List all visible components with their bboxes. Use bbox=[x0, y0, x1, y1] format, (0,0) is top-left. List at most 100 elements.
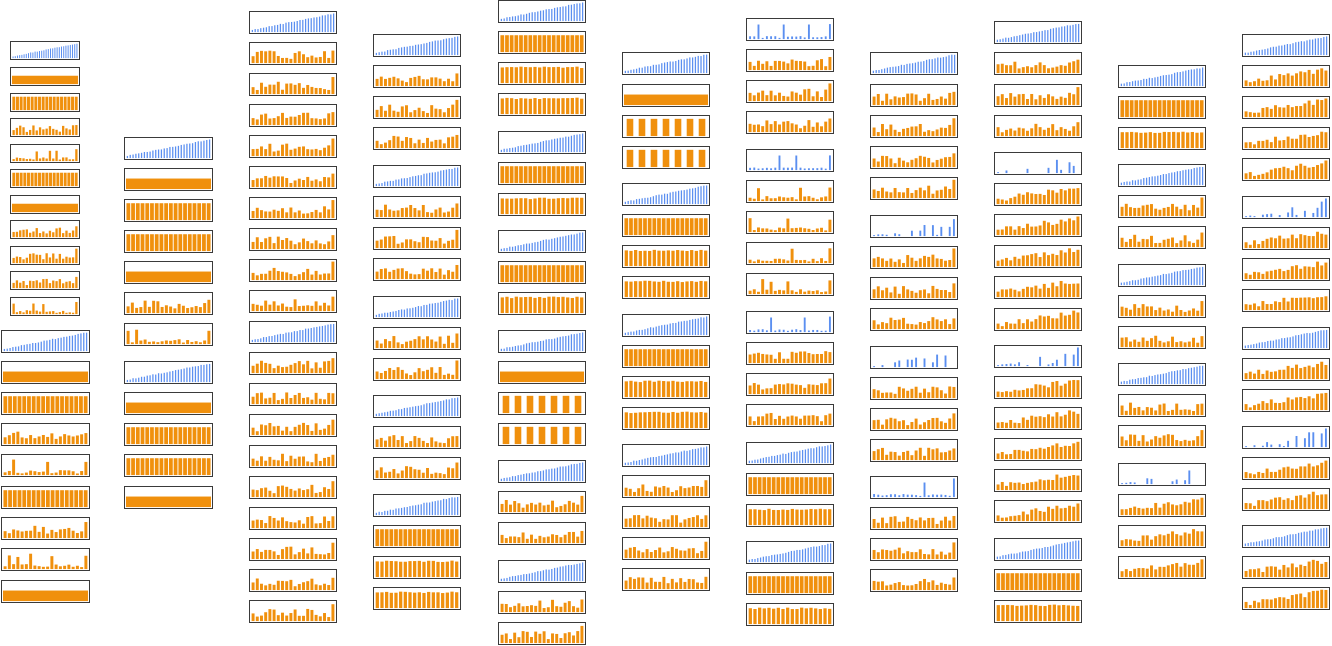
bar bbox=[1137, 279, 1139, 286]
bar bbox=[952, 318, 956, 330]
bar bbox=[12, 396, 17, 414]
bar bbox=[14, 56, 16, 59]
bar bbox=[1063, 414, 1067, 429]
bar bbox=[500, 248, 503, 252]
bar bbox=[581, 332, 584, 352]
bar bbox=[197, 366, 199, 383]
bar bbox=[1244, 601, 1248, 609]
bar bbox=[803, 89, 807, 102]
bar bbox=[675, 60, 677, 74]
bar bbox=[1320, 462, 1324, 479]
bar bbox=[12, 529, 16, 539]
thumbnail-c10-13-plot bbox=[1121, 470, 1191, 485]
bar bbox=[672, 191, 674, 205]
thumbnail-c1-17 bbox=[1, 486, 90, 509]
bar bbox=[827, 445, 829, 464]
bar bbox=[1154, 276, 1156, 286]
bar bbox=[310, 462, 314, 467]
thumbnail-c4-2-plot bbox=[375, 73, 459, 87]
bar bbox=[159, 234, 164, 252]
bar bbox=[290, 332, 293, 343]
bar bbox=[803, 415, 807, 426]
bar bbox=[203, 340, 207, 345]
bar bbox=[384, 204, 387, 218]
thumbnail-c10-5 bbox=[1118, 195, 1206, 218]
thumbnail-c9-19 bbox=[994, 600, 1082, 623]
bar bbox=[533, 265, 537, 283]
bar bbox=[48, 150, 52, 162]
bar bbox=[384, 78, 387, 87]
bar bbox=[1013, 289, 1017, 298]
thumbnail-c5-15-plot bbox=[500, 462, 584, 482]
bar bbox=[633, 460, 635, 466]
bar bbox=[663, 62, 666, 74]
bar bbox=[131, 427, 135, 445]
bar bbox=[1051, 253, 1055, 267]
bar bbox=[1295, 435, 1298, 448]
bar bbox=[765, 61, 769, 71]
bar bbox=[1244, 472, 1248, 479]
bar bbox=[906, 516, 910, 529]
bar bbox=[807, 290, 811, 295]
bar bbox=[74, 396, 79, 414]
bar bbox=[939, 258, 943, 268]
bar bbox=[445, 499, 448, 516]
bar bbox=[666, 519, 670, 528]
bar bbox=[1175, 440, 1179, 447]
bar bbox=[773, 121, 777, 133]
bar bbox=[748, 559, 751, 563]
bar bbox=[1150, 508, 1153, 516]
bar bbox=[952, 283, 956, 299]
bar bbox=[310, 609, 314, 622]
bar bbox=[567, 335, 570, 352]
bar bbox=[500, 265, 505, 283]
bar bbox=[38, 158, 42, 162]
bar bbox=[940, 226, 943, 237]
bar bbox=[412, 505, 414, 516]
bar bbox=[456, 496, 459, 516]
bar bbox=[1307, 463, 1311, 479]
bar bbox=[566, 67, 570, 84]
bar bbox=[803, 61, 807, 71]
bar bbox=[413, 208, 417, 218]
bar bbox=[316, 326, 318, 343]
bar bbox=[381, 412, 383, 417]
bar bbox=[548, 9, 550, 22]
bar bbox=[442, 112, 446, 118]
bar bbox=[893, 549, 897, 560]
bar bbox=[580, 495, 584, 513]
bar bbox=[700, 550, 704, 559]
bar bbox=[1038, 447, 1042, 460]
bar bbox=[694, 218, 699, 236]
bar bbox=[139, 340, 143, 345]
bar bbox=[420, 175, 422, 187]
bar bbox=[931, 162, 935, 168]
bar bbox=[1162, 239, 1166, 248]
bar bbox=[915, 495, 918, 498]
bar bbox=[455, 462, 459, 479]
bar bbox=[876, 286, 880, 299]
bar bbox=[33, 525, 37, 539]
bar bbox=[318, 585, 322, 591]
bar bbox=[289, 364, 293, 374]
bar bbox=[436, 561, 440, 578]
bar bbox=[562, 426, 570, 445]
bar bbox=[521, 532, 525, 544]
bar bbox=[1167, 100, 1171, 118]
bar bbox=[255, 207, 259, 219]
bar bbox=[447, 373, 450, 380]
bar bbox=[281, 580, 284, 591]
bar bbox=[125, 271, 212, 283]
bar bbox=[1286, 466, 1290, 479]
bar bbox=[448, 168, 450, 187]
bar bbox=[1264, 539, 1266, 547]
bar bbox=[504, 603, 508, 613]
bar bbox=[50, 490, 55, 508]
bar bbox=[893, 516, 897, 529]
bar bbox=[1303, 72, 1307, 87]
bar bbox=[939, 158, 943, 168]
bar bbox=[881, 365, 884, 368]
bar bbox=[876, 581, 880, 591]
bar bbox=[288, 22, 290, 33]
bar bbox=[683, 550, 687, 559]
